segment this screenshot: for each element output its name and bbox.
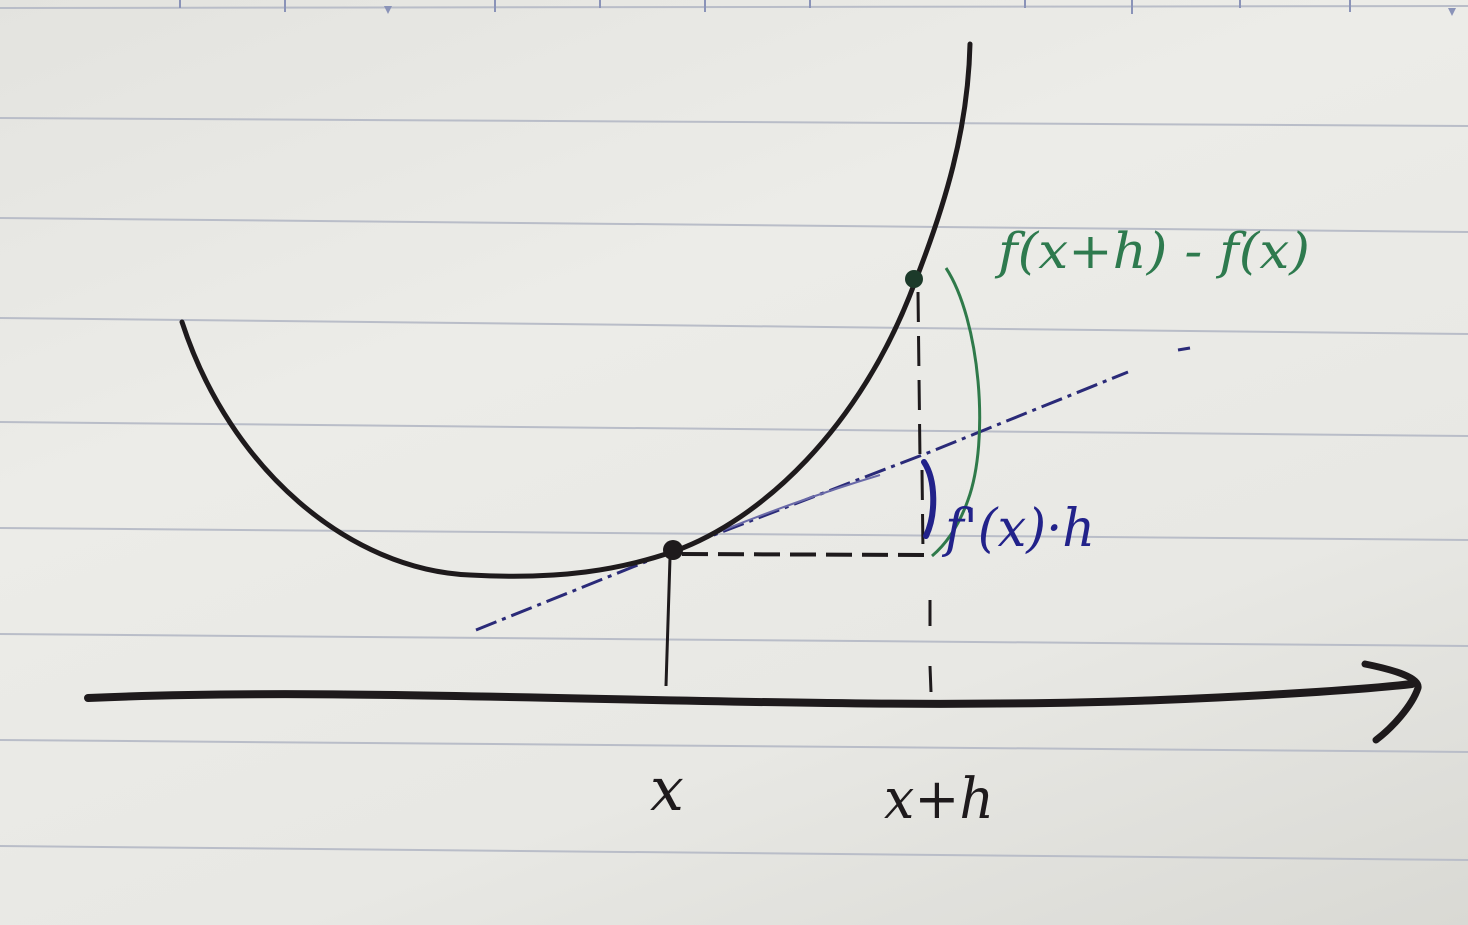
ruled-line bbox=[0, 527, 1468, 541]
horizontal-step bbox=[681, 552, 925, 557]
ruled-lines bbox=[0, 5, 1468, 861]
ruled-line bbox=[0, 217, 1468, 233]
ruled-line bbox=[0, 633, 1468, 647]
derivative-bracket bbox=[921, 459, 937, 539]
x-axis bbox=[84, 680, 1416, 708]
difference-bracket bbox=[931, 267, 982, 558]
vertical-x-plus-h bbox=[916, 291, 933, 693]
tick-label-x: x bbox=[650, 755, 684, 825]
ruled-line bbox=[0, 845, 1468, 861]
point-x bbox=[663, 540, 683, 560]
tick-label-x-plus-h: x+h bbox=[884, 767, 994, 832]
ruled-line bbox=[0, 5, 1468, 9]
point-x-plus-h bbox=[905, 270, 923, 288]
tangent-line-end bbox=[1177, 346, 1191, 352]
ruled-line bbox=[0, 317, 1468, 335]
ruled-line bbox=[0, 421, 1468, 437]
ruled-line bbox=[0, 117, 1468, 127]
ruled-line bbox=[0, 739, 1468, 753]
function-curve bbox=[179, 41, 973, 579]
ruler-marker bbox=[384, 6, 392, 14]
label-linear-approx: f'(x)·h bbox=[941, 499, 1095, 559]
ruler-ticks bbox=[179, 0, 1456, 16]
x-axis-arrowhead bbox=[1361, 660, 1422, 744]
ruler-marker bbox=[1448, 8, 1456, 16]
vertical-x bbox=[664, 557, 672, 687]
label-difference: f(x+h) - f(x) bbox=[994, 222, 1310, 280]
